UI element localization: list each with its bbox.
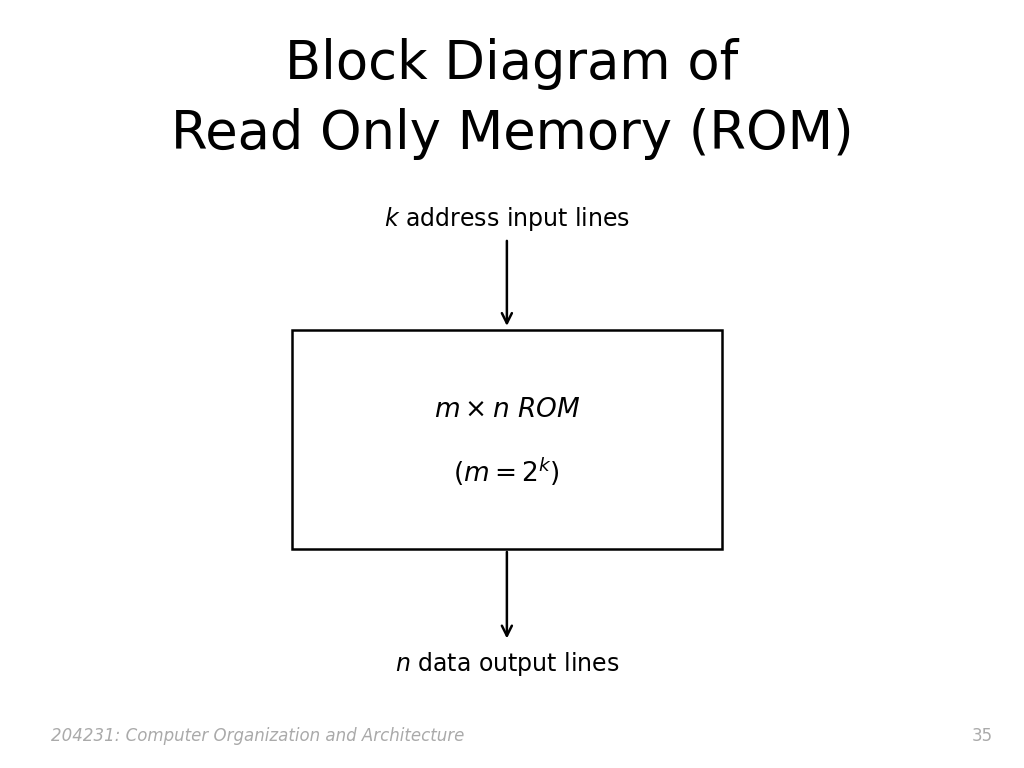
Text: 35: 35 xyxy=(972,727,993,745)
Text: $n$ data output lines: $n$ data output lines xyxy=(394,650,620,678)
Text: $(m = 2^k)$: $(m = 2^k)$ xyxy=(454,455,560,488)
Text: $m \times n$ ROM: $m \times n$ ROM xyxy=(434,398,580,423)
Text: Block Diagram of: Block Diagram of xyxy=(286,38,738,91)
Text: $k$ address input lines: $k$ address input lines xyxy=(384,205,630,233)
Bar xyxy=(292,330,722,549)
Text: 204231: Computer Organization and Architecture: 204231: Computer Organization and Archit… xyxy=(51,727,465,745)
Text: Read Only Memory (ROM): Read Only Memory (ROM) xyxy=(171,108,853,160)
